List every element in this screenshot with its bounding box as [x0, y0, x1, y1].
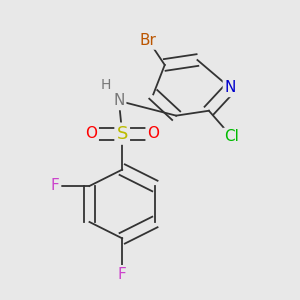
Text: H: H [100, 78, 111, 92]
Text: F: F [118, 267, 127, 282]
Text: Cl: Cl [224, 129, 239, 144]
Text: S: S [116, 124, 128, 142]
Text: H: H [100, 78, 111, 92]
Text: F: F [51, 178, 59, 194]
Text: O: O [85, 126, 97, 141]
Text: O: O [147, 126, 159, 141]
Text: N: N [224, 80, 236, 95]
Text: Br: Br [140, 33, 157, 48]
Text: N: N [113, 93, 124, 108]
